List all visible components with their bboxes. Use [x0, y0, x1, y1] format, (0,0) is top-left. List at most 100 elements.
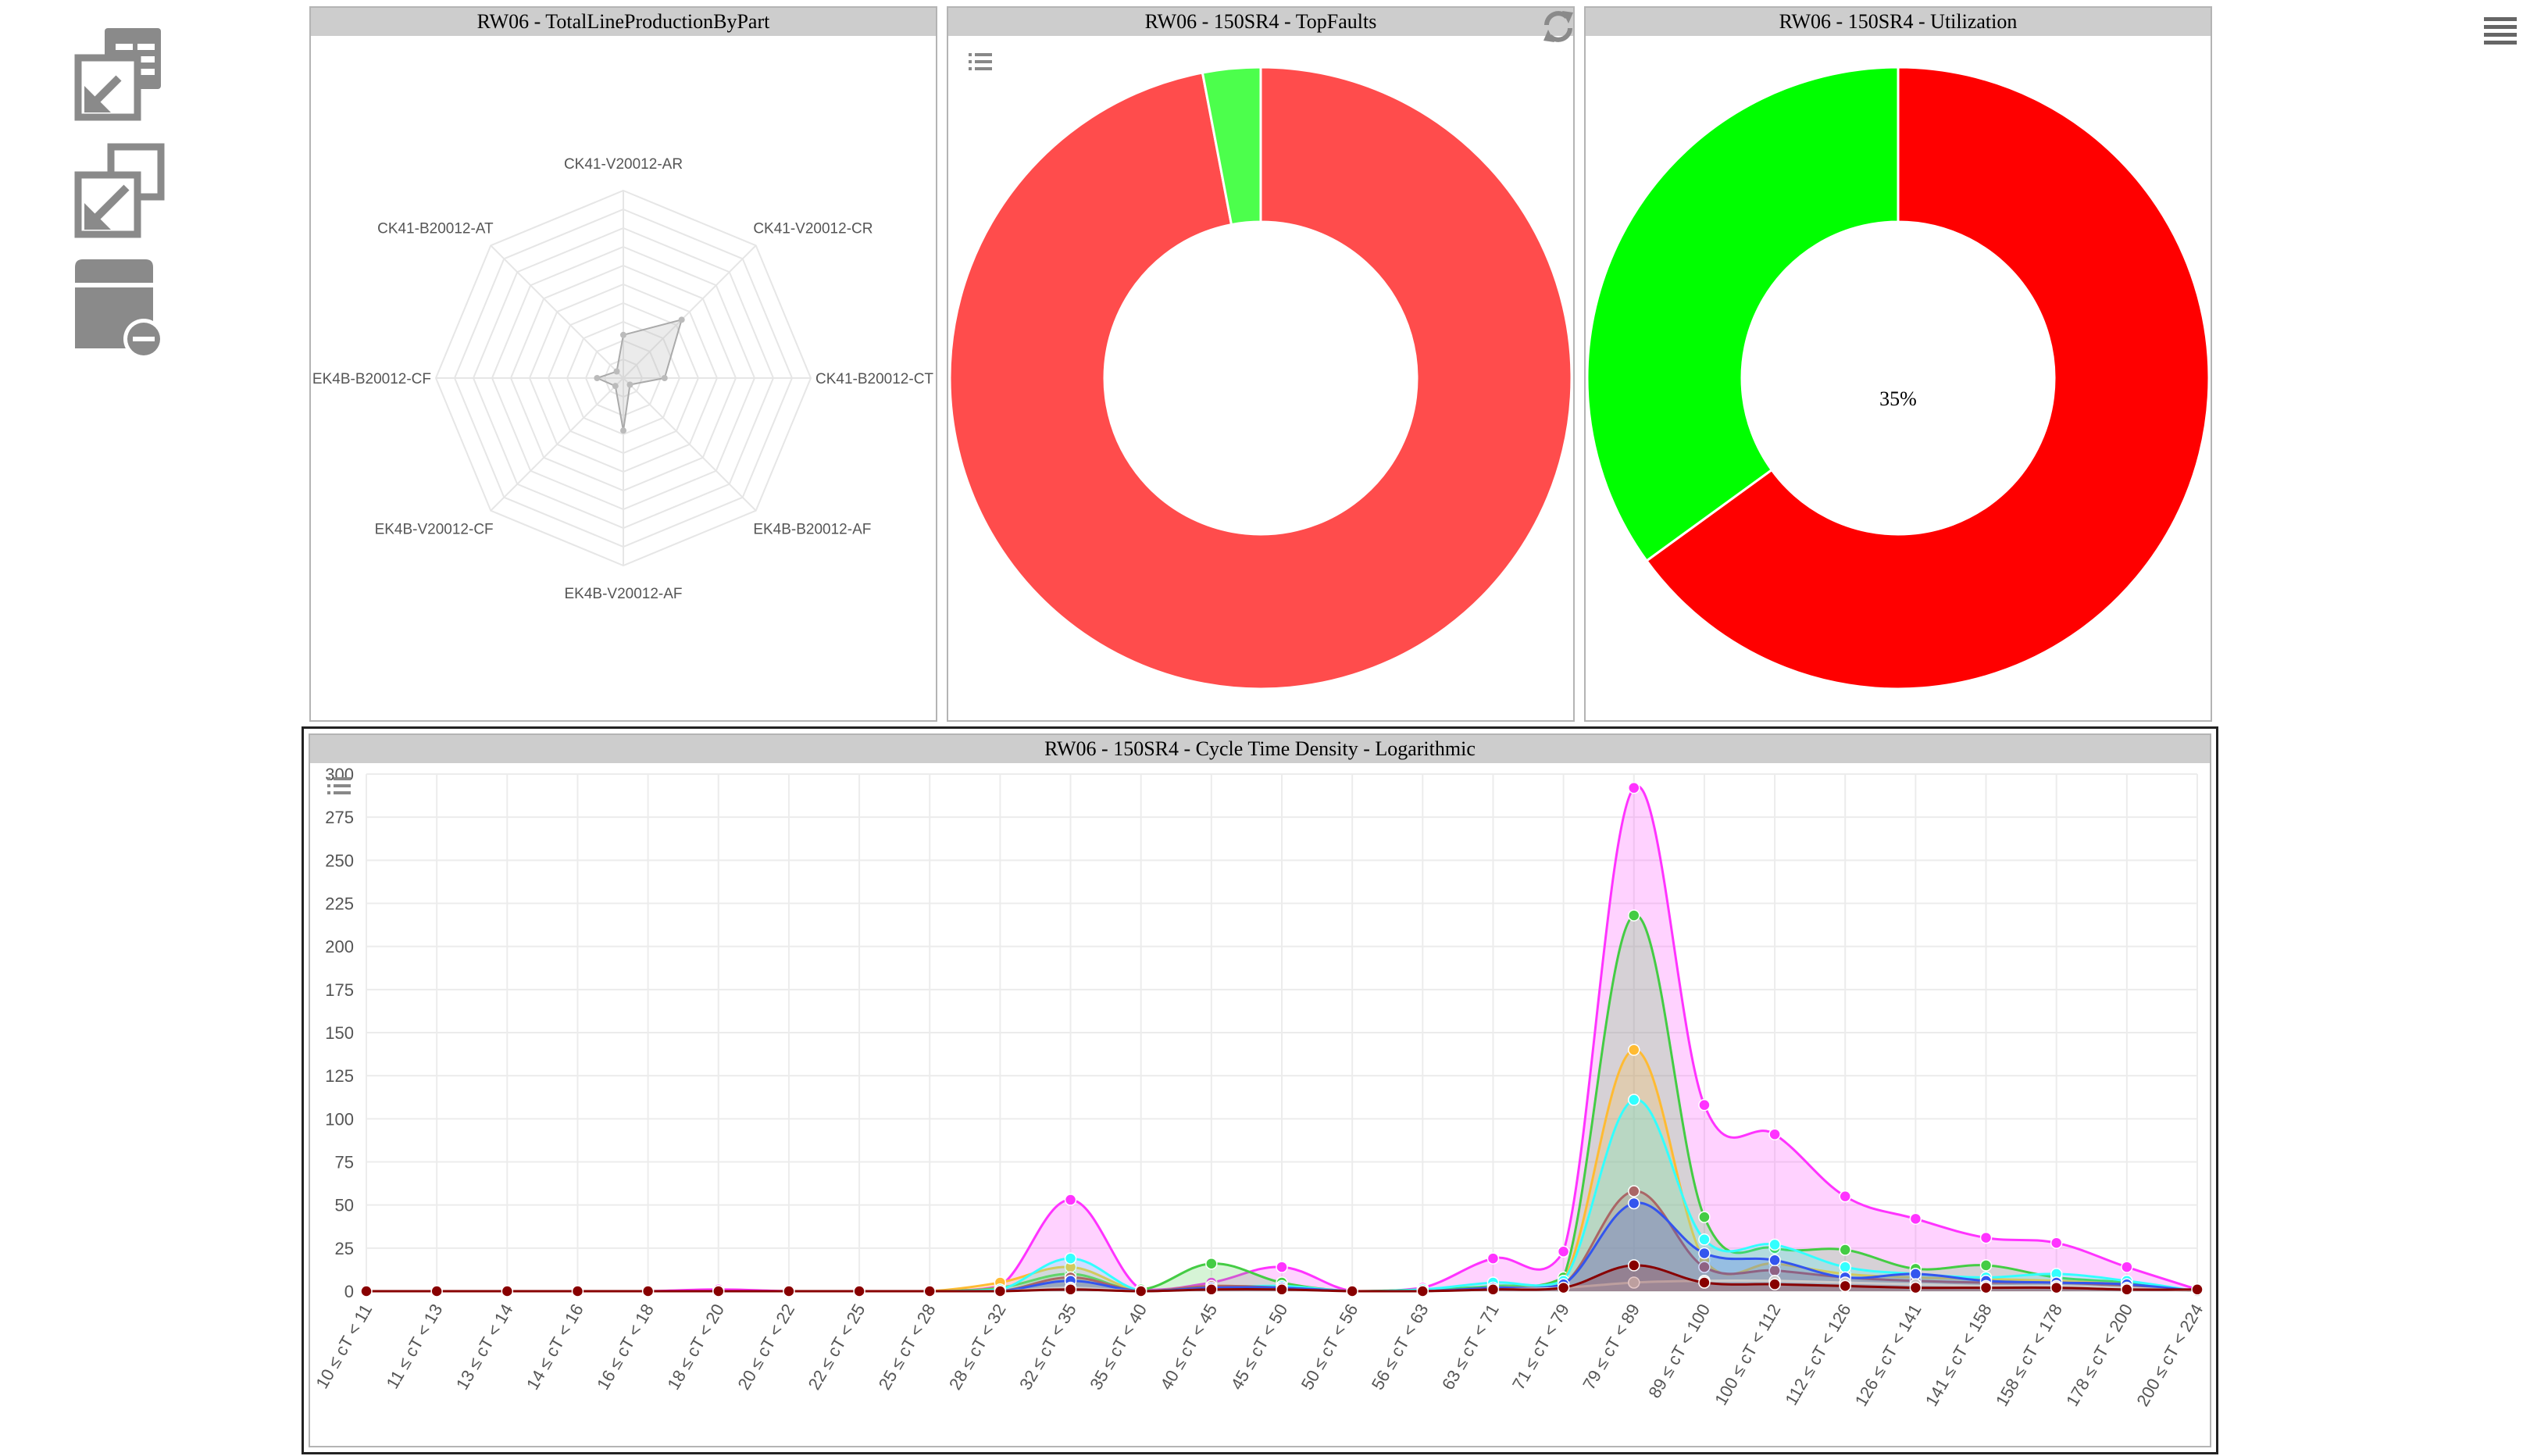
radar-data-point — [661, 375, 668, 381]
utilization-center-label: 35% — [1879, 387, 1917, 410]
series-point — [2121, 1283, 2133, 1296]
series-point — [2050, 1237, 2063, 1249]
cycle-time-density-chart: 0 25 50 75 100 125 150 175 200 225 250 275 300 10 ≤ c… — [312, 765, 2207, 1410]
x-tick-label: 32 ≤ cT < 35 — [1015, 1301, 1080, 1393]
faults-slice — [948, 66, 1573, 691]
series-point — [571, 1285, 584, 1297]
series-point — [1768, 1254, 1781, 1267]
x-tick-label: 18 ≤ cT < 20 — [663, 1301, 728, 1393]
radar-data-area — [594, 318, 683, 431]
series-point — [994, 1285, 1007, 1297]
series-point — [1628, 1276, 1640, 1289]
series-point — [1628, 1044, 1640, 1056]
series-point — [1909, 1212, 1922, 1226]
x-tick-label: 40 ≤ cT < 45 — [1156, 1301, 1221, 1393]
y-tick-label: 75 — [335, 1153, 354, 1172]
radar-data-point — [594, 375, 601, 381]
series-point — [1628, 1185, 1640, 1197]
radar-spoke — [490, 377, 624, 512]
series-point — [2050, 1281, 2063, 1294]
y-tick-label: 225 — [325, 894, 354, 914]
radar-data-point — [620, 427, 626, 434]
x-tick-label: 71 ≤ cT < 79 — [1508, 1301, 1573, 1393]
series-point — [1486, 1252, 1500, 1265]
series-point — [1628, 1197, 1640, 1210]
x-tick-label: 100 ≤ cT < 112 — [1711, 1301, 1784, 1408]
y-tick-label: 125 — [325, 1066, 354, 1086]
refresh-icon — [1543, 11, 1573, 42]
x-tick-label: 11 ≤ cT < 13 — [382, 1301, 446, 1392]
y-tick-label: 300 — [325, 765, 354, 784]
faults-slice — [1201, 66, 1262, 227]
x-tick-label: 28 ≤ cT < 32 — [945, 1301, 1010, 1393]
series-point — [1628, 1094, 1640, 1106]
series-point — [1698, 1276, 1711, 1289]
x-tick-label: 50 ≤ cT < 56 — [1297, 1301, 1362, 1393]
radar-data-point — [613, 368, 620, 375]
radar-spoke — [490, 244, 624, 379]
remove-dashboard-button[interactable] — [67, 255, 169, 359]
series-point — [1557, 1281, 1570, 1294]
radar-category-label: EK4B-B20012-AF — [753, 521, 871, 537]
utilization-donut-chart — [1586, 66, 2211, 691]
series-point — [1416, 1285, 1429, 1297]
export-layout-button[interactable] — [67, 141, 169, 242]
series-point — [1205, 1257, 1218, 1270]
series-point — [1276, 1283, 1288, 1296]
x-tick-label: 20 ≤ cT < 22 — [733, 1301, 798, 1393]
x-tick-label: 14 ≤ cT < 16 — [523, 1301, 587, 1393]
main-menu-button[interactable] — [2484, 16, 2517, 51]
series-point — [712, 1285, 725, 1297]
series-point — [1628, 909, 1640, 922]
series-point — [783, 1285, 795, 1297]
hamburger-menu-icon — [2484, 17, 2517, 45]
radar-category-label: EK4B-V20012-AF — [564, 586, 682, 602]
x-tick-label: 13 ≤ cT < 14 — [452, 1301, 517, 1393]
x-tick-label: 112 ≤ cT < 126 — [1781, 1301, 1854, 1408]
radar-data-point — [620, 331, 626, 338]
x-tick-label: 79 ≤ cT < 89 — [1579, 1301, 1643, 1393]
cycle-time-density-frame: RW06 - 150SR4 - Cycle Time Density - Log… — [302, 726, 2218, 1454]
radar-chart: CK41-V20012-AR CK41-V20012-CR CK41-B20012-… — [312, 156, 933, 602]
panel-title: RW06 - 150SR4 - TopFaults — [948, 8, 1573, 36]
radar-category-label: EK4B-V20012-CF — [375, 521, 494, 537]
y-tick-label: 0 — [344, 1282, 354, 1301]
y-tick-label: 175 — [325, 980, 354, 1000]
radar-chart-panel: RW06 - TotalLineProductionByPart CK41-V2… — [309, 6, 937, 722]
series-point — [360, 1285, 373, 1297]
series-point — [1276, 1261, 1288, 1273]
y-tick-label: 275 — [325, 808, 354, 827]
export-layout-icon — [74, 143, 165, 238]
x-tick-label: 178 ≤ cT < 200 — [2062, 1301, 2136, 1410]
remove-dashboard-icon — [75, 259, 164, 359]
series-point — [430, 1285, 443, 1297]
series-point — [1346, 1285, 1358, 1297]
x-tick-label: 25 ≤ cT < 28 — [875, 1301, 940, 1393]
x-tick-label: 126 ≤ cT < 141 — [1851, 1301, 1925, 1410]
panel-title: RW06 - 150SR4 - Utilization — [1586, 8, 2211, 36]
series-point — [641, 1285, 655, 1297]
list-icon — [969, 53, 992, 70]
cycle-time-density-panel: RW06 - 150SR4 - Cycle Time Density - Log… — [309, 733, 2211, 1447]
series-point — [1839, 1279, 1851, 1293]
x-tick-label: 56 ≤ cT < 63 — [1368, 1301, 1433, 1393]
top-faults-panel: RW06 - 150SR4 - TopFaults — [947, 6, 1575, 722]
import-layout-button[interactable] — [67, 23, 169, 125]
series-area — [366, 786, 2197, 1291]
utilization-panel: RW06 - 150SR4 - Utilization 35% — [1584, 6, 2212, 722]
series-point — [1064, 1194, 1077, 1206]
radar-data-point — [626, 381, 633, 388]
density-series — [360, 1259, 2204, 1297]
y-tick-label: 25 — [335, 1239, 354, 1258]
density-grid — [366, 773, 2198, 1292]
series-point — [1979, 1281, 1993, 1294]
radar-category-label: CK41-B20012-AT — [377, 221, 494, 237]
series-point — [923, 1285, 936, 1297]
radar-category-label: EK4B-B20012-CF — [312, 371, 431, 387]
y-tick-label: 50 — [335, 1196, 354, 1215]
series-point — [1698, 1261, 1711, 1273]
series-point — [1839, 1261, 1851, 1273]
x-tick-label: 35 ≤ cT < 40 — [1086, 1301, 1151, 1393]
series-point — [1979, 1259, 1993, 1272]
series-point — [1628, 1259, 1640, 1272]
